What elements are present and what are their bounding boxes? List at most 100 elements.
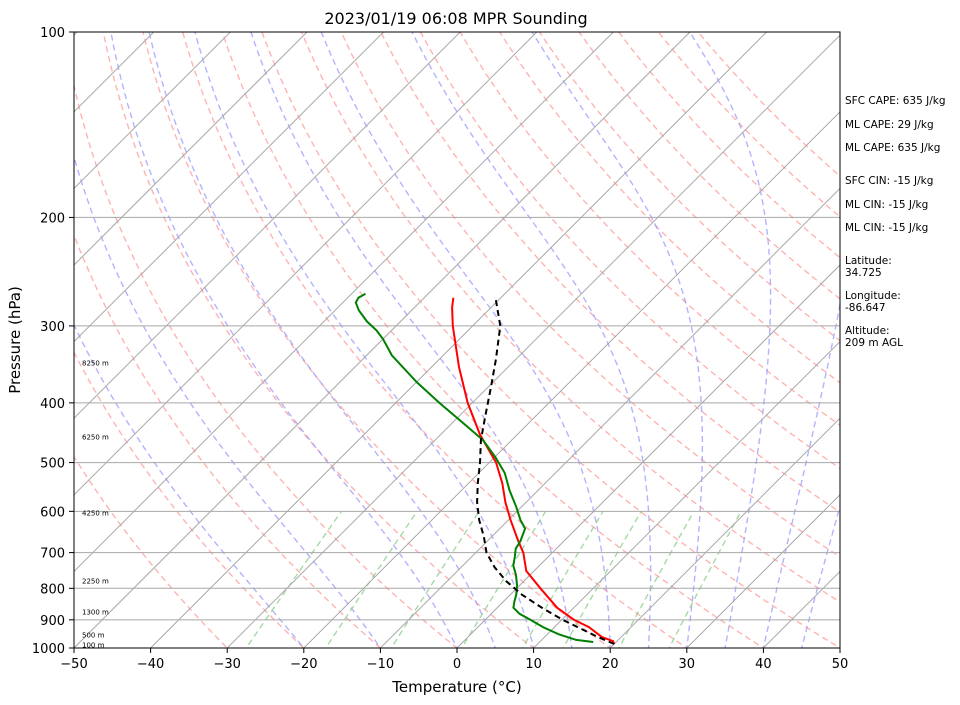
altitude-value: 209 m AGL: [845, 337, 903, 349]
x-tick-label: −30: [213, 657, 240, 672]
height-label: 4250 m: [82, 510, 109, 518]
y-tick-label: 800: [40, 582, 65, 597]
moist-adiabat: [320, 32, 611, 648]
x-tick-label: 10: [525, 657, 542, 672]
sounding-profiles: [354, 292, 616, 645]
latitude-label: Latitude:: [845, 255, 892, 267]
dry-adiabat: [221, 32, 765, 648]
moist-adiabat: [531, 32, 704, 648]
x-tick-label: −10: [367, 657, 394, 672]
isotherm: [74, 32, 155, 113]
moist-adiabat: [762, 301, 840, 648]
plot-frame: [73, 31, 841, 649]
mixing-ratio-line: [618, 510, 695, 648]
dry-adiabat: [261, 32, 840, 648]
dry-adiabat: [74, 233, 382, 648]
x-tick-label: 0: [453, 657, 461, 672]
dry-adiabat: [102, 32, 535, 648]
x-tick-label: 50: [832, 657, 849, 672]
moist-adiabat: [110, 32, 458, 648]
dry-adiabat: [74, 455, 229, 648]
background-lines: [74, 32, 840, 648]
isotherm: [379, 187, 840, 648]
dry-adiabat: [419, 32, 840, 470]
x-tick-label: −50: [60, 657, 87, 672]
moist-adiabat: [250, 32, 573, 648]
height-label: 8250 m: [82, 359, 109, 367]
isotherm: [149, 32, 768, 648]
mu-cape-text: ML CAPE: 635 J/kg: [845, 142, 940, 154]
x-axis-ticks: −50 −40 −30 −20 −10 0 10 20 30 40 50: [60, 648, 848, 672]
isotherm: [609, 417, 840, 648]
mixing-ratio-line: [460, 510, 547, 648]
longitude-label: Longitude:: [845, 290, 901, 302]
moist-adiabat: [411, 32, 652, 648]
longitude-value: -86.647: [845, 302, 886, 314]
dry-adiabat: [300, 32, 840, 603]
height-label: 6250 m: [82, 433, 109, 441]
y-tick-label: 600: [40, 505, 65, 520]
mixing-ratio-line: [390, 510, 480, 648]
dry-adiabat: [74, 82, 459, 648]
mixing-ratio-line: [245, 510, 342, 648]
y-axis-label: Pressure (hPa): [6, 286, 24, 394]
mixing-ratio-line: [521, 510, 604, 648]
isotherm: [74, 32, 461, 419]
dry-adiabat: [459, 32, 840, 427]
x-tick-label: −20: [290, 657, 317, 672]
indices-panel: SFC CAPE: 635 J/kg ML CAPE: 29 J/kg ML C…: [845, 95, 946, 234]
isotherm: [226, 34, 840, 648]
isotherm: [74, 32, 385, 343]
height-label: 500 m: [82, 632, 105, 640]
height-label: 100 m: [82, 641, 105, 649]
dry-adiabat: [498, 32, 840, 384]
x-tick-label: 30: [679, 657, 696, 672]
isotherm: [74, 32, 308, 266]
y-tick-label: 900: [40, 614, 65, 629]
dry-adiabat: [181, 32, 689, 648]
chart-title: 2023/01/19 06:08 MPR Sounding: [324, 9, 587, 28]
isotherm: [303, 111, 840, 648]
y-tick-label: 300: [40, 320, 65, 335]
height-label: 2250 m: [82, 578, 109, 586]
dewpoint-profile: [354, 292, 594, 643]
dry-adiabat: [74, 350, 305, 648]
mixing-ratio-line: [324, 510, 418, 648]
x-tick-label: 40: [755, 657, 772, 672]
isotherm: [532, 340, 840, 648]
y-tick-label: 1000: [32, 642, 65, 657]
moist-adiabat: [148, 32, 497, 648]
isotherm: [74, 32, 232, 190]
isotherm: [456, 264, 840, 648]
isotherm: [74, 32, 615, 573]
x-tick-label: −40: [137, 657, 164, 672]
y-axis-ticks: 1000 900 800 700 600 500 400 300 200 100: [32, 26, 74, 657]
y-tick-label: 400: [40, 397, 65, 412]
dry-adiabat: [538, 32, 840, 342]
y-tick-label: 100: [40, 26, 65, 41]
dry-adiabat: [142, 32, 612, 648]
x-axis-label: Temperature (°C): [391, 678, 521, 696]
temperature-profile: [451, 297, 616, 645]
moist-adiabat: [689, 32, 772, 648]
mu-cin-text: ML CIN: -15 J/kg: [845, 222, 928, 234]
height-label: 1300 m: [82, 608, 109, 616]
moist-adiabat: [74, 323, 305, 648]
moist-adiabat: [74, 154, 382, 648]
y-tick-label: 700: [40, 547, 65, 562]
mixing-ratio-line: [562, 510, 642, 648]
mixing-ratio-line: [668, 510, 742, 648]
y-tick-label: 500: [40, 457, 65, 472]
ml-cape-text: ML CAPE: 29 J/kg: [845, 119, 934, 131]
moist-adiabat: [800, 504, 840, 648]
isotherm: [686, 494, 840, 648]
sfc-cape-text: SFC CAPE: 635 J/kg: [845, 95, 946, 107]
y-tick-label: 200: [40, 211, 65, 226]
sfc-cin-text: SFC CIN: -15 J/kg: [845, 175, 933, 187]
altitude-label: Altitude:: [845, 325, 890, 337]
parcel-profile: [476, 297, 615, 645]
ml-cin-text: ML CIN: -15 J/kg: [845, 199, 928, 211]
location-panel: Latitude: 34.725 Longitude: -86.647 Alti…: [845, 255, 903, 349]
